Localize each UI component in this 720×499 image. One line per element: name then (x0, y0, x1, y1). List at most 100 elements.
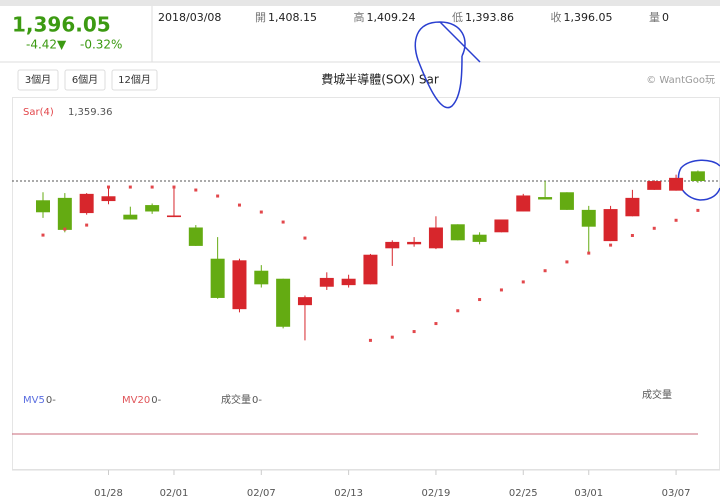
indicator-value: 0- (252, 395, 262, 406)
candle-body (36, 200, 50, 213)
quote-label: 開 (255, 11, 266, 24)
quote-value: 1,409.24 (367, 11, 416, 24)
quotes: 開 1,408.15 高 1,409.24 低 1,393.86 收 1,396.05 量 0 (255, 10, 669, 24)
sar-dot (259, 210, 263, 214)
change: -4.42▼ (26, 38, 67, 52)
sar-dot (412, 330, 416, 334)
sar-dot (609, 243, 613, 247)
range-label: 12個月 (118, 73, 151, 86)
sar-dot (41, 233, 45, 237)
candle-body (101, 196, 116, 202)
sar-dot (478, 298, 482, 302)
candle-body (297, 297, 312, 306)
change-pct: -0.32% (80, 38, 122, 52)
sar-dot (85, 223, 89, 227)
candle-body (276, 278, 291, 327)
sar-dot (106, 185, 110, 189)
sar-dot (390, 335, 394, 339)
quote-value: 1,393.86 (465, 11, 514, 24)
sar-name: Sar(4) (23, 107, 54, 118)
candle-body (538, 197, 553, 200)
candle-body (319, 277, 334, 287)
annotation-circle (414, 21, 481, 109)
candle-body (232, 260, 247, 310)
copyright: © WantGoo玩 (646, 75, 715, 86)
candle-body (145, 205, 160, 212)
sar-dot (172, 185, 176, 189)
sar-dot (281, 220, 285, 224)
x-tick-label: 02/13 (334, 488, 363, 499)
range-label: 3個月 (25, 73, 51, 86)
indicator-name: MV20 (122, 395, 150, 406)
indicator-name: 成交量 (221, 393, 251, 406)
range-label: 6個月 (72, 73, 98, 86)
top-tabs (0, 0, 720, 6)
candle-body (690, 171, 705, 182)
x-tick-label: 01/28 (94, 488, 123, 499)
quote-bar (152, 6, 720, 62)
indicator-value: 0- (46, 395, 56, 406)
candle-body (450, 224, 465, 241)
sar-dot (368, 338, 372, 342)
x-tick-label: 03/07 (662, 488, 691, 499)
candle-body (363, 254, 378, 285)
candle-body (188, 227, 203, 246)
candle-body (407, 241, 422, 245)
candle-body (494, 219, 509, 233)
sar-dot (652, 226, 656, 230)
sar-dot (303, 236, 307, 240)
x-tick-label: 02/25 (509, 488, 538, 499)
x-tick-label: 03/01 (574, 488, 603, 499)
indicator-value: 0- (151, 395, 161, 406)
x-tick-label: 02/01 (160, 488, 189, 499)
x-tick-label: 02/07 (247, 488, 276, 499)
candle-body (516, 195, 531, 212)
sar-dot (128, 185, 132, 189)
sar-dot (216, 194, 220, 198)
sar-dot (674, 218, 678, 222)
candle-body (210, 258, 225, 298)
candle-body (57, 197, 72, 230)
sar-dot (630, 233, 634, 237)
candle-body (581, 209, 596, 227)
range-buttons: 3個月 6個月 12個月 (17, 69, 158, 91)
marks: 01/28 02/01 02/07 02/13 02/19 02/25 03/01 03/07… (12, 107, 720, 499)
price: 1,396.05 (12, 13, 111, 37)
chart-title: 費城半導體(SOX) Sar (321, 72, 439, 87)
candle-body (123, 214, 138, 220)
sar-dot (150, 185, 154, 189)
candle-body (669, 177, 684, 191)
sar-dot (587, 251, 591, 255)
quote-value: 0 (662, 11, 669, 24)
quote-value: 1,396.05 (564, 11, 613, 24)
candle-body (341, 278, 356, 286)
date: 2018/03/08 (158, 11, 221, 24)
range-button[interactable] (111, 69, 158, 91)
sar-value: 1,359.36 (68, 107, 113, 118)
candle-body (428, 227, 443, 249)
sar-dot (499, 288, 503, 292)
candle-body (254, 270, 269, 285)
sar-dot (194, 188, 198, 192)
range-button[interactable] (64, 69, 106, 91)
sar-dot (456, 309, 460, 313)
quote-label: 高 (354, 10, 365, 24)
sar-dot (434, 322, 438, 326)
quote-label: 量 (649, 11, 660, 24)
quote-label: 低 (452, 11, 463, 24)
candle-body (472, 234, 487, 242)
sar-dot (63, 227, 67, 231)
quote-label: 收 (551, 10, 562, 24)
x-tick-label: 02/19 (422, 488, 451, 499)
sar-dot (237, 203, 241, 207)
candle-body (603, 209, 618, 242)
quote-value: 1,408.15 (268, 11, 317, 24)
candle-body (166, 215, 181, 218)
range-button[interactable] (17, 69, 59, 91)
sar-dot (565, 260, 569, 264)
indicator-name: MV5 (23, 395, 45, 406)
sar-dot (543, 269, 547, 273)
candle-body (385, 241, 400, 249)
sar-dot (696, 208, 700, 212)
